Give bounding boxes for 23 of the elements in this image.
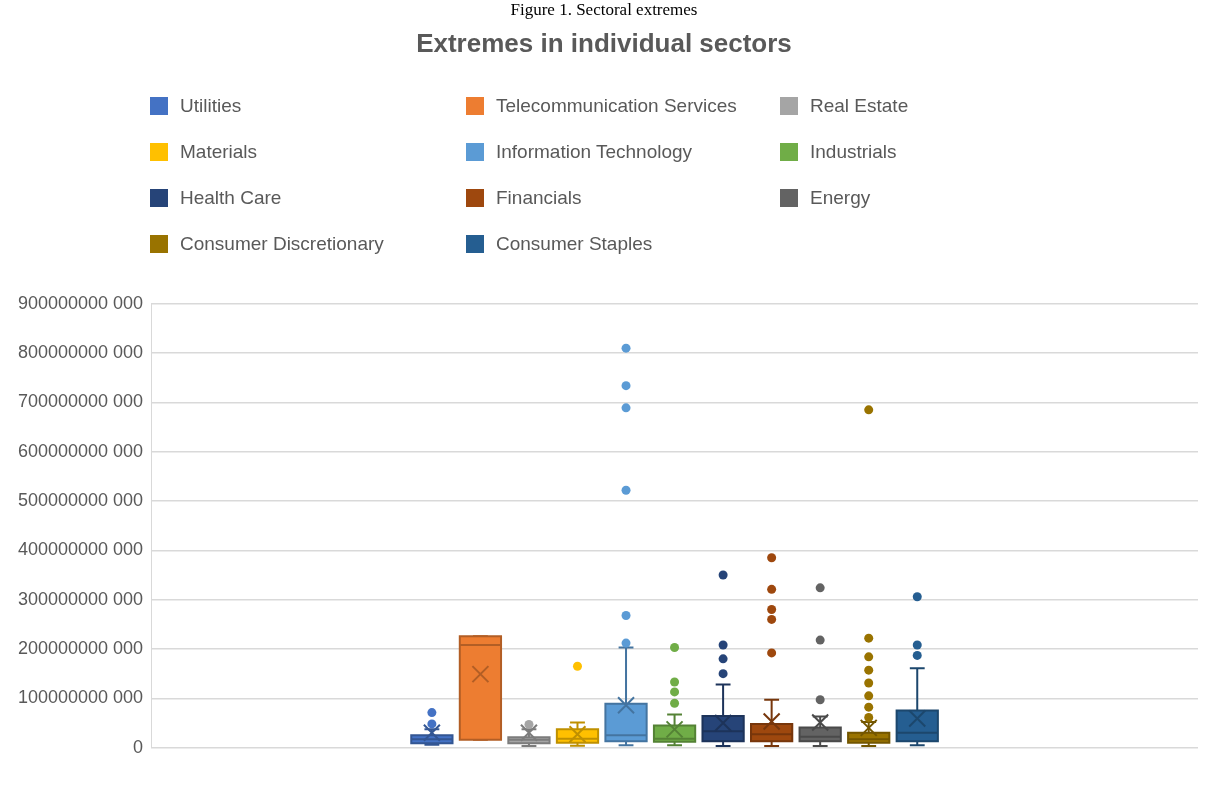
legend-label: Information Technology — [496, 141, 693, 163]
y-tick-label: 0 — [133, 736, 144, 757]
y-tick-label: 900000000 000 — [17, 292, 144, 313]
y-tick-label: 400000000 000 — [17, 539, 144, 560]
legend-label: Real Estate — [810, 95, 909, 117]
y-tick-label: 600000000 000 — [17, 440, 144, 461]
legend-label: Energy — [810, 187, 871, 209]
legend-label: Materials — [180, 141, 258, 163]
legend-label: Health Care — [180, 187, 282, 209]
y-tick-label: 100000000 000 — [17, 687, 144, 708]
chart-title: Extremes in individual sectors — [415, 28, 793, 59]
caption: Figure 1. Sectoral extremes — [509, 0, 699, 20]
legend-label: Industrials — [810, 141, 897, 163]
y-tick-label: 200000000 000 — [17, 637, 144, 658]
legend-label: Telecommunication Services — [496, 95, 737, 117]
y-tick-label: 300000000 000 — [17, 588, 144, 609]
legend-label: Financials — [496, 187, 582, 209]
y-tick-label: 500000000 000 — [17, 490, 144, 511]
y-tick-label: 700000000 000 — [17, 391, 144, 412]
y-tick-label: 800000000 000 — [17, 342, 144, 363]
legend-label: Utilities — [180, 95, 242, 117]
legend-label: Consumer Discretionary — [180, 233, 384, 255]
legend-label: Consumer Staples — [496, 233, 653, 255]
